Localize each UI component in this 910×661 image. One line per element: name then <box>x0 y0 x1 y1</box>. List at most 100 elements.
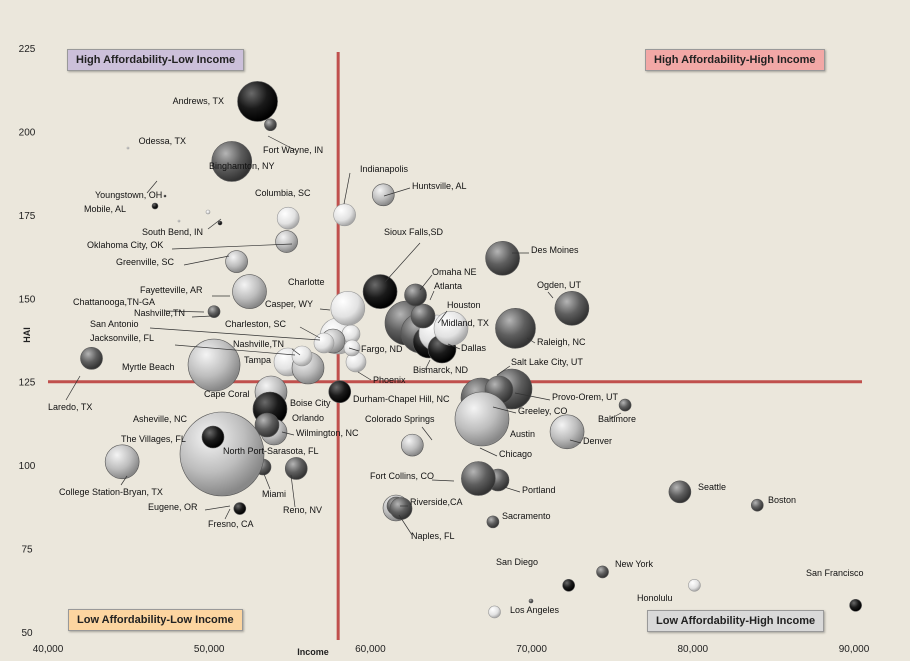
bubble <box>233 502 247 515</box>
leader-line <box>526 337 536 344</box>
y-axis-label: HAI <box>22 327 32 343</box>
bubble <box>668 480 692 504</box>
data-label: Provo-Orem, UT <box>552 392 619 402</box>
bubble <box>371 183 395 207</box>
bubble <box>688 578 701 592</box>
data-label: Charleston, SC <box>225 319 287 329</box>
data-label: Indianapolis <box>360 164 409 174</box>
data-label: Naples, FL <box>411 531 455 541</box>
data-label: Omaha NE <box>432 267 477 277</box>
data-label: Fayetteville, AR <box>140 285 203 295</box>
bubble <box>225 250 248 273</box>
leader-line <box>183 255 230 266</box>
leader-line <box>429 290 435 301</box>
quadrant-label-top-right: High Affordability-High Income <box>645 49 825 71</box>
y-tick-label: 125 <box>19 378 36 389</box>
data-label: Casper, WY <box>265 299 313 309</box>
bubble <box>179 411 265 497</box>
data-label: Baltimore <box>598 414 636 424</box>
data-label: Huntsville, AL <box>412 181 467 191</box>
data-label: Fargo, ND <box>361 344 403 354</box>
data-label: Reno, NV <box>283 505 322 515</box>
y-tick-label: 100 <box>19 461 36 472</box>
data-label: The Villages, FL <box>121 434 186 444</box>
leader-line <box>207 218 222 230</box>
data-label: San Antonio <box>90 319 139 329</box>
bubble <box>330 290 366 326</box>
bubble <box>488 605 501 619</box>
leader-line <box>447 343 461 350</box>
leader-line <box>120 475 128 486</box>
bubble <box>276 206 300 230</box>
x-tick-label: 90,000 <box>839 644 870 655</box>
leader-line <box>174 344 296 356</box>
leader-line <box>299 326 321 339</box>
leader-line <box>164 310 205 313</box>
bubble <box>461 461 496 496</box>
bubble <box>343 339 361 357</box>
leader-line <box>569 439 582 444</box>
data-label: Austin <box>510 429 535 439</box>
data-label: Charlotte <box>288 277 325 287</box>
leader-line <box>343 172 351 205</box>
data-label: Wilmington, NC <box>296 428 359 438</box>
data-label: Eugene, OR <box>148 502 198 512</box>
leader-line <box>384 242 421 283</box>
bubble <box>750 498 764 512</box>
data-label: Chattanooga,TN-GA <box>73 297 155 307</box>
leader-line <box>146 180 158 194</box>
leader-line <box>437 310 448 324</box>
y-tick-label: 50 <box>21 628 33 639</box>
leader-line <box>547 291 554 299</box>
x-tick-label: 80,000 <box>678 644 709 655</box>
leader-line <box>383 187 411 197</box>
bubble <box>126 146 130 150</box>
bubble <box>562 578 575 592</box>
data-label: New York <box>615 559 654 569</box>
leader-line <box>191 315 213 318</box>
data-label: Youngstown, OH <box>95 190 162 200</box>
data-label: Binghamton, NY <box>209 161 275 171</box>
data-label: Orlando <box>292 413 324 423</box>
data-label: Nashville,TN <box>233 339 284 349</box>
bubble <box>163 194 167 198</box>
data-label: Nashville,TN <box>134 308 185 318</box>
data-label: Greenville, SC <box>116 257 175 267</box>
leader-line <box>424 359 431 371</box>
x-tick-label: 60,000 <box>355 644 386 655</box>
leader-line <box>204 505 231 511</box>
leader-line <box>514 392 551 401</box>
data-label: South Bend, IN <box>142 227 203 237</box>
bubble <box>454 391 510 447</box>
data-label: Cape Coral <box>204 389 250 399</box>
leader-line <box>149 327 321 341</box>
data-label: Columbia, SC <box>255 188 311 198</box>
x-axis-label: Income <box>297 647 329 657</box>
data-label: Laredo, TX <box>48 402 92 412</box>
bubble <box>410 303 436 329</box>
leader-line <box>609 412 622 420</box>
bubble <box>401 433 424 457</box>
quadrant-label-bottom-left: Low Affordability-Low Income <box>68 609 243 631</box>
leader-line <box>421 426 433 441</box>
leader-line <box>348 347 360 352</box>
y-tick-label: 225 <box>19 44 36 55</box>
data-label: Riverside,CA <box>410 497 463 507</box>
data-label: Tampa <box>244 355 271 365</box>
leader-line <box>431 479 455 482</box>
data-label: Boston <box>768 495 796 505</box>
data-label: Honolulu <box>637 593 673 603</box>
bubble <box>80 347 103 370</box>
leader-line <box>224 508 231 520</box>
leader-line <box>171 243 293 250</box>
data-label: Fort Collins, CO <box>370 471 434 481</box>
data-label: Jacksonville, FL <box>90 333 154 343</box>
data-label: Asheville, NC <box>133 414 188 424</box>
data-label: San Diego <box>496 557 538 567</box>
y-tick-label: 75 <box>21 545 33 556</box>
bubble <box>485 240 520 276</box>
data-label: Durham-Chapel Hill, NC <box>353 394 450 404</box>
bubble <box>177 219 181 223</box>
bubble <box>201 425 225 449</box>
